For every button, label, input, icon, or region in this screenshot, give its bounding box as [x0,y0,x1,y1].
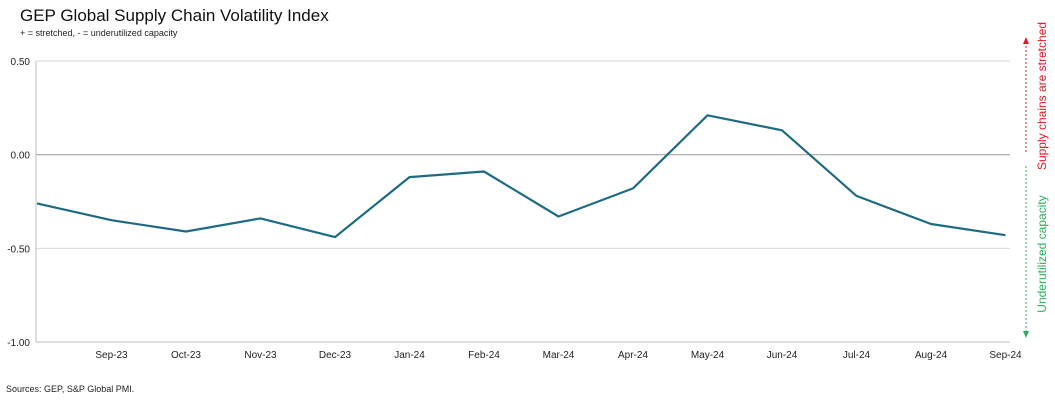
source-note: Sources: GEP, S&P Global PMI. [6,384,135,394]
x-tick-label: Jul-24 [843,350,871,361]
x-tick-label: Sep-23 [95,350,128,361]
chart-title: GEP Global Supply Chain Volatility Index [20,6,329,25]
y-tick-labels: 0.50 0.00 -0.50 -1.00 [7,57,30,349]
x-tick-label: Sep-24 [989,350,1022,361]
x-tick-label: Mar-24 [543,350,575,361]
underutilized-label: Underutilized capacity [1035,195,1049,312]
x-tick-label: Apr-24 [618,350,648,361]
x-tick-label: May-24 [691,350,725,361]
arrow-up-icon [1023,37,1029,44]
arrow-down-icon [1023,331,1029,338]
x-tick-label: Nov-23 [244,350,277,361]
y-tick-label: -1.00 [7,338,30,349]
x-tick-label: Jan-24 [394,350,425,361]
chart-subtitle: + = stretched, - = underutilized capacit… [20,28,178,38]
y-tick-label: 0.00 [11,151,31,162]
series [36,114,1006,239]
x-tick-label: Feb-24 [468,350,500,361]
x-tick-label: Aug-24 [915,350,948,361]
side-annotations: Supply chains are stretched Underutilize… [1023,22,1049,338]
x-tick-label: Dec-23 [319,350,352,361]
x-tick-label: Oct-23 [171,350,201,361]
x-tick-label: Jun-24 [767,350,798,361]
x-tick-labels: Sep-23 Oct-23 Nov-23 Dec-23 Jan-24 Feb-24 Mar-… [95,350,1022,361]
stretched-label: Supply chains are stretched [1035,22,1049,170]
y-tick-label: 0.50 [11,57,31,68]
series-line [36,114,1006,239]
axes [35,61,1010,343]
grid-lines [36,60,1010,343]
y-tick-label: -0.50 [7,244,30,255]
